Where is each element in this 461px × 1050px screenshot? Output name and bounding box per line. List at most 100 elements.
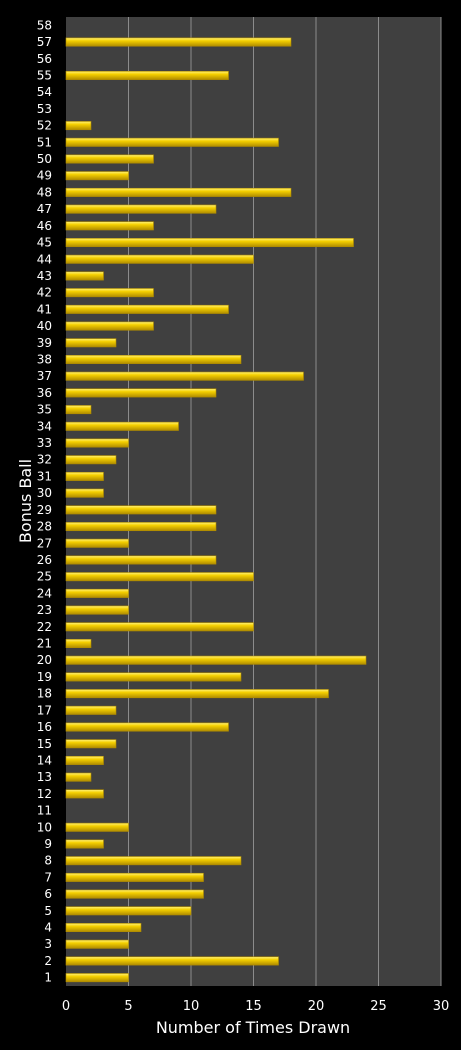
y-tick-label: 29 xyxy=(37,503,52,517)
bar-43 xyxy=(65,271,104,281)
y-tick-label: 26 xyxy=(37,553,52,567)
y-tick-label: 46 xyxy=(37,219,52,233)
bar-2 xyxy=(65,956,279,966)
bar-7 xyxy=(65,872,204,882)
bar-25 xyxy=(65,572,254,582)
y-tick-label: 51 xyxy=(37,135,52,149)
bar-48 xyxy=(65,187,292,197)
y-tick-label: 55 xyxy=(37,68,52,82)
y-tick-label: 53 xyxy=(37,102,52,116)
bar-13 xyxy=(65,772,92,782)
bar-46 xyxy=(65,221,154,231)
y-tick-label: 33 xyxy=(37,436,52,450)
bar-37 xyxy=(65,371,304,381)
bar-32 xyxy=(65,455,117,465)
y-tick-label: 17 xyxy=(37,703,52,717)
y-tick-label: 5 xyxy=(44,904,52,918)
bar-1 xyxy=(65,973,129,983)
bar-38 xyxy=(65,355,242,364)
bar-28 xyxy=(65,522,217,532)
y-tick-label: 12 xyxy=(37,787,52,801)
bar-26 xyxy=(65,555,217,565)
y-tick-label: 57 xyxy=(37,35,52,49)
bar-9 xyxy=(65,839,104,849)
y-tick-label: 1 xyxy=(44,971,52,985)
x-tick-label: 0 xyxy=(62,999,70,1014)
y-tick-label: 32 xyxy=(37,453,52,467)
y-tick-label: 10 xyxy=(37,820,52,834)
y-tick-label: 23 xyxy=(37,603,52,617)
y-tick-label: 14 xyxy=(37,753,52,767)
y-tick-label: 24 xyxy=(37,586,52,600)
bar-31 xyxy=(65,471,104,481)
bar-23 xyxy=(65,605,129,615)
bar-16 xyxy=(65,722,229,732)
bar-series xyxy=(65,37,367,983)
y-tick-label: 9 xyxy=(44,837,52,851)
bar-5 xyxy=(65,906,192,916)
y-tick-label: 43 xyxy=(37,269,52,283)
y-tick-label: 41 xyxy=(37,302,52,316)
y-tick-label: 2 xyxy=(44,954,52,968)
y-tick-label: 22 xyxy=(37,620,52,634)
y-axis-title: Bonus Ball xyxy=(16,459,35,543)
bar-3 xyxy=(65,939,129,949)
y-tick-label: 30 xyxy=(37,486,52,500)
y-tick-label: 19 xyxy=(37,670,52,684)
x-tick-label: 30 xyxy=(433,999,450,1014)
bar-22 xyxy=(65,622,254,632)
y-tick-label: 18 xyxy=(37,687,52,701)
bar-24 xyxy=(65,588,129,598)
y-tick-label: 25 xyxy=(37,570,52,584)
bar-12 xyxy=(65,789,104,799)
y-tick-label: 27 xyxy=(37,536,52,550)
y-tick-label: 39 xyxy=(37,336,52,350)
bar-35 xyxy=(65,405,92,415)
bar-8 xyxy=(65,856,242,866)
bar-29 xyxy=(65,505,217,515)
bar-47 xyxy=(65,204,217,214)
y-tick-label: 21 xyxy=(37,637,52,651)
y-tick-label: 3 xyxy=(44,937,52,951)
bar-39 xyxy=(65,338,117,348)
y-tick-label: 56 xyxy=(37,52,52,66)
bar-41 xyxy=(65,304,229,314)
y-tick-label: 48 xyxy=(37,185,52,199)
bar-45 xyxy=(65,238,354,248)
y-tick-label: 37 xyxy=(37,369,52,383)
bar-4 xyxy=(65,923,142,933)
y-tick-label: 54 xyxy=(37,85,52,99)
x-axis-tick-labels: 0 5 10 15 20 25 30 xyxy=(62,999,449,1014)
y-tick-label: 11 xyxy=(37,804,52,818)
bar-17 xyxy=(65,705,117,715)
x-tick-label: 10 xyxy=(183,999,200,1014)
bar-44 xyxy=(65,254,254,264)
y-tick-label: 50 xyxy=(37,152,52,166)
bar-49 xyxy=(65,171,129,181)
y-tick-label: 38 xyxy=(37,352,52,366)
bar-40 xyxy=(65,321,154,331)
y-tick-label: 47 xyxy=(37,202,52,216)
bar-6 xyxy=(65,889,204,899)
y-tick-label: 34 xyxy=(37,419,52,433)
y-tick-label: 31 xyxy=(37,469,52,483)
x-tick-label: 15 xyxy=(245,999,262,1014)
bar-10 xyxy=(65,822,129,832)
y-tick-label: 13 xyxy=(37,770,52,784)
x-tick-label: 5 xyxy=(124,999,132,1014)
bar-57 xyxy=(65,37,292,47)
y-tick-label: 20 xyxy=(37,653,52,667)
bar-51 xyxy=(65,137,279,147)
x-tick-label: 20 xyxy=(308,999,325,1014)
y-tick-label: 6 xyxy=(44,887,52,901)
y-tick-label: 28 xyxy=(37,520,52,534)
y-tick-label: 15 xyxy=(37,737,52,751)
bar-33 xyxy=(65,438,129,448)
y-tick-label: 7 xyxy=(44,870,52,884)
y-tick-label: 4 xyxy=(44,921,52,935)
y-tick-label: 40 xyxy=(37,319,52,333)
bar-21 xyxy=(65,639,92,648)
bar-19 xyxy=(65,672,242,682)
bar-52 xyxy=(65,121,92,131)
